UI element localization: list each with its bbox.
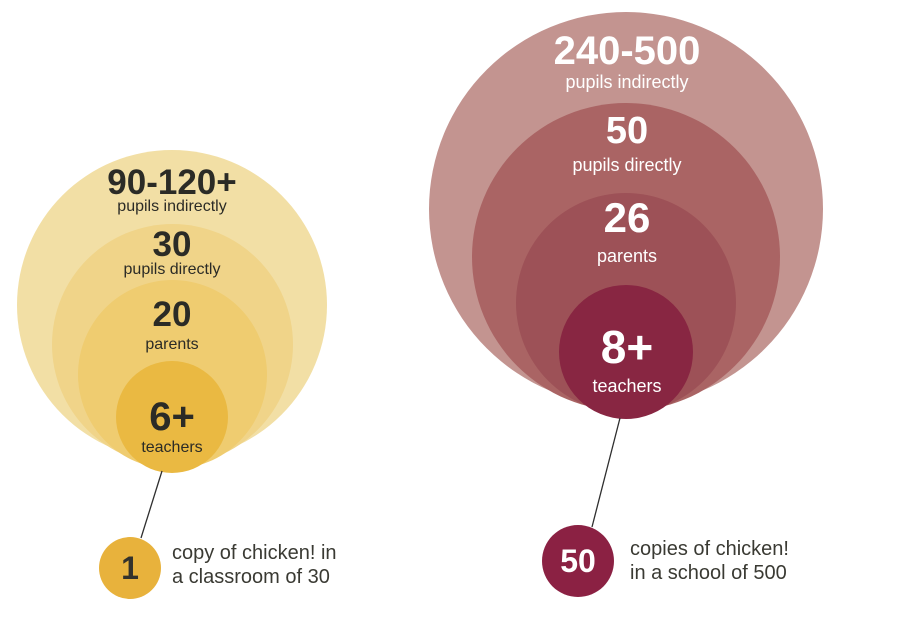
classroom-value-pupils-directly: 30 [152,225,192,264]
school-value-teachers: 8+ [600,321,654,373]
classroom-copies-count: 1 [121,549,139,586]
classroom-label-pupils-directly: pupils directly [123,261,221,278]
school-connector-line [591,417,621,528]
school-copies-badge: 50 [542,525,614,597]
school-circle-teachers [559,285,693,419]
school-label-parents: parents [596,246,658,266]
school-caption: copies of chicken! in a school of 500 [630,538,789,585]
classroom-caption-line1: copy of chicken! in [172,542,337,564]
school-value-pupils-indirectly: 240-500 [553,29,701,73]
classroom-label-teachers: teachers [141,439,203,456]
school-label-pupils-directly: pupils directly [572,155,682,175]
classroom-value-teachers: 6+ [149,395,195,439]
school-label-teachers: teachers [592,376,662,396]
school-value-pupils-directly: 50 [605,110,649,152]
classroom-value-parents: 20 [152,295,192,334]
classroom-connector-line [140,470,163,539]
classroom-caption-line2: a classroom of 30 [172,565,330,588]
school-label-pupils-indirectly: pupils indirectly [565,72,689,92]
classroom-caption: copy of chicken! in a classroom of 30 [172,542,337,589]
school-caption-line2: in a school of 500 [630,561,787,584]
classroom-label-pupils-indirectly: pupils indirectly [117,198,227,215]
school-value-parents: 26 [603,194,651,241]
school-copies-count: 50 [560,542,596,579]
classroom-copies-badge: 1 [99,537,161,599]
classroom-label-parents: parents [145,336,199,353]
classroom-circle-teachers [116,361,228,473]
classroom-value-pupils-indirectly: 90-120+ [107,163,237,202]
school-caption-line1: copies of chicken! [630,538,789,560]
